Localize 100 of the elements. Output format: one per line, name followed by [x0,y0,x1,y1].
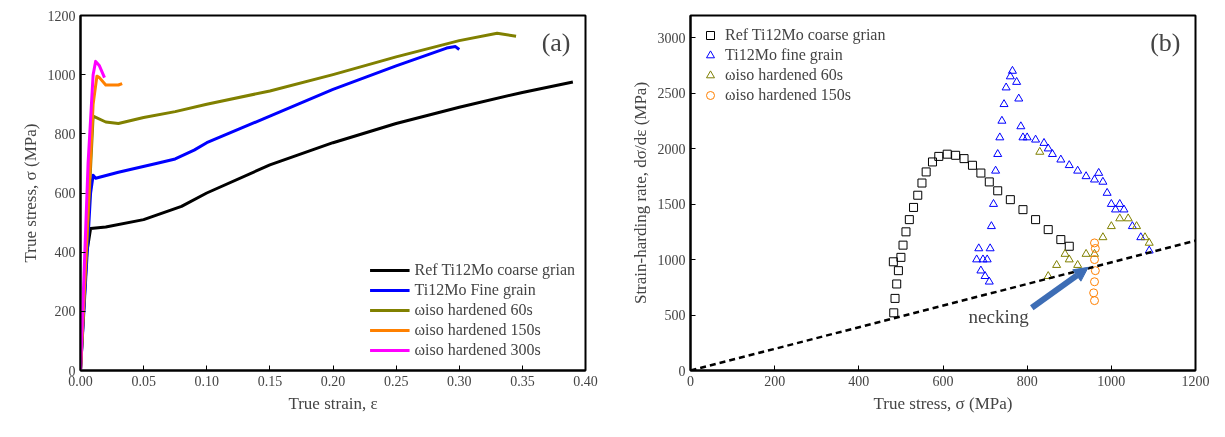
point [1098,232,1108,241]
point [1106,198,1116,207]
point [1073,165,1083,174]
point [1090,238,1099,248]
point [991,165,1001,174]
legend-label: ωiso hardened 150s [725,86,852,104]
point [1047,149,1057,157]
legend-label: ωiso hardened 300s [414,341,541,359]
point [984,177,994,187]
point [1136,232,1146,241]
point [1005,195,1015,205]
point [1090,248,1099,257]
y-tick-label: 2000 [657,141,686,157]
point [1123,213,1133,222]
x-axis-title: True strain, ε [288,393,378,413]
x-tick-label: 200 [764,373,786,389]
annotation: (a) [541,27,571,57]
point [1073,259,1083,268]
point [982,254,992,263]
point [1098,176,1108,185]
point [989,198,998,207]
point [1106,221,1116,230]
point [1140,232,1150,241]
legend-label: Ti12Mo fine grain [725,46,843,64]
legend-label: ωiso hardened 60s [725,66,844,84]
point [976,265,986,274]
point [1090,243,1100,253]
y-tick-label: 800 [54,126,76,142]
point [993,149,1003,157]
x-axis-title: True stress, σ (MPa) [873,393,1013,413]
point [1039,137,1049,146]
point [1016,121,1026,130]
point [1094,167,1104,176]
point [892,279,902,289]
point [993,186,1003,196]
point [1031,134,1041,143]
y-tick-label: 1000 [657,252,686,268]
y-tick-label: 0 [678,363,686,379]
point [909,202,919,212]
point [934,151,944,161]
x-tick-label: 1200 [1181,373,1210,389]
point [978,254,988,263]
x-tick-label: 0.20 [320,373,346,389]
point [927,157,937,167]
point [1018,132,1028,141]
x-tick-label: 800 [1016,373,1038,389]
point [1043,143,1053,152]
point [1056,154,1066,163]
point [913,190,923,200]
point [1001,82,1011,91]
x-tick-label: 1000 [1097,373,1126,389]
legend-label: ωiso hardened 60s [414,301,533,319]
point [1144,245,1154,254]
point [1018,205,1028,215]
point [1127,221,1137,230]
y-tick-label: 200 [54,304,76,320]
point [1115,213,1125,222]
point [1102,187,1112,196]
point [1043,271,1053,280]
point [921,167,931,177]
x-tick-label: 0.10 [194,373,219,389]
x-tick-label: 0.30 [447,373,472,389]
y-axis-title: True stress, σ (MPa) [20,123,40,263]
point [1035,146,1045,155]
point [1132,221,1142,230]
point [976,168,986,178]
point [997,115,1007,124]
point [942,149,952,159]
point [1022,132,1032,141]
point [1144,237,1154,246]
point [1064,241,1074,251]
x-tick-label: 0.40 [573,373,598,389]
point [1052,259,1062,268]
point [901,227,911,237]
point [1060,248,1070,257]
x-tick-label: 400 [848,373,870,389]
point [984,276,994,285]
x-tick-label: 0.25 [383,373,409,389]
point [889,308,899,318]
point [1090,277,1099,287]
point [917,178,927,188]
point [1012,76,1022,85]
x-tick-label: 0.05 [131,373,156,389]
point [1090,296,1099,306]
point [1014,93,1024,102]
legend-label: ωiso hardened 150s [414,321,541,339]
y-tick-label: 3000 [657,30,686,46]
y-tick-label: 600 [54,186,76,201]
point [1090,266,1100,276]
point [1115,198,1125,207]
point [967,160,977,170]
point [974,243,984,252]
point [959,154,969,164]
point [986,221,996,230]
y-tick-label: 1500 [657,197,686,213]
y-axis-title: Strain-harding rate, dσ/dε (MPa) [630,81,650,305]
point [1081,171,1091,180]
y-tick-label: 1200 [47,8,76,24]
annotation: (b) [1150,27,1181,57]
point [951,150,961,160]
